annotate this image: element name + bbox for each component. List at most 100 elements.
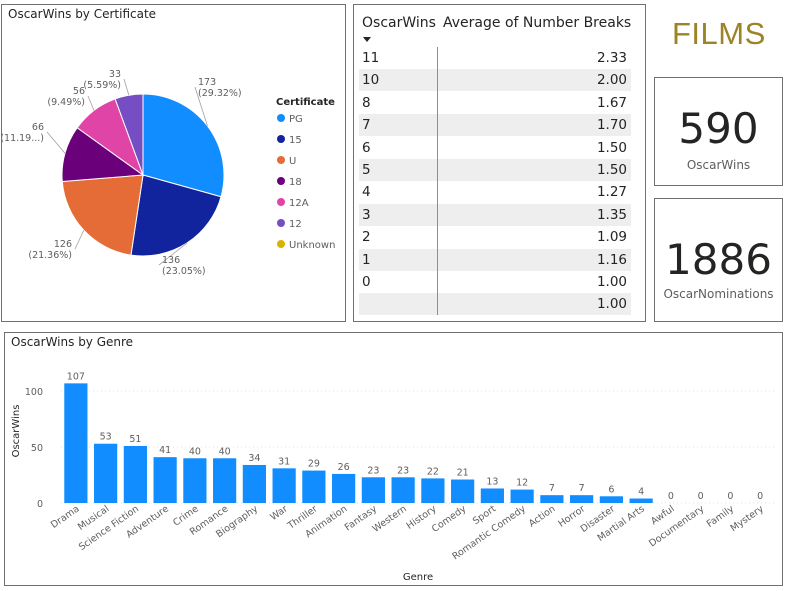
oscar-wins-card: 590 OscarWins: [654, 77, 783, 186]
x-tick-label: Comedy: [430, 503, 469, 535]
table-cell-average-breaks: 1.50: [596, 162, 627, 178]
table-cell-oscarwins: 6: [362, 139, 371, 156]
pie-chart-title: OscarWins by Certificate: [8, 7, 157, 21]
legend-marker[interactable]: [277, 198, 285, 206]
bar-romance[interactable]: [213, 458, 237, 503]
bar-data-label: 21: [457, 468, 469, 479]
pie-value-label: 126: [54, 239, 72, 250]
bar-data-label: 31: [278, 456, 290, 467]
legend-marker[interactable]: [277, 135, 285, 143]
bar-drama[interactable]: [64, 383, 88, 503]
table-cell-oscarwins: 5: [362, 162, 371, 178]
bar-disaster[interactable]: [599, 496, 623, 503]
bar-horror[interactable]: [570, 495, 594, 503]
table-cell-oscarwins: 1: [362, 251, 371, 268]
legend-item-pg[interactable]: PG: [289, 114, 303, 125]
pie-percent-label: (29.32%): [198, 88, 242, 99]
sort-descending-icon[interactable]: [363, 37, 371, 42]
legend-item-18[interactable]: 18: [289, 177, 302, 188]
legend-item-12a[interactable]: 12A: [289, 198, 309, 209]
pie-leader-line: [194, 86, 208, 127]
bar-data-label: 0: [757, 491, 763, 502]
bar-data-label: 0: [668, 491, 674, 502]
bar-data-label: 4: [638, 487, 644, 498]
bar-data-label: 12: [516, 478, 528, 489]
bar-crime[interactable]: [183, 458, 207, 503]
bar-comedy[interactable]: [451, 479, 475, 503]
table-row: 10 2.00: [359, 69, 631, 92]
legend-marker[interactable]: [277, 240, 285, 248]
y-axis-title: OscarWins: [11, 405, 22, 458]
pie-value-label: 33: [109, 69, 121, 80]
legend-marker[interactable]: [277, 219, 285, 227]
bar-martial-arts[interactable]: [629, 498, 653, 503]
pie-percent-label: (11.19...): [2, 133, 44, 144]
table-header-average-breaks[interactable]: Average of Number Breaks: [443, 15, 632, 31]
legend-title: Certificate: [276, 97, 335, 108]
table-row: 6 1.50: [359, 136, 631, 159]
table-cell-oscarwins: 4: [362, 184, 371, 201]
table-row: 1.00: [359, 293, 631, 316]
bar-animation[interactable]: [332, 473, 356, 503]
bar-thriller[interactable]: [302, 470, 326, 503]
table-cell-oscarwins: 3: [362, 206, 371, 223]
pie-slice-u[interactable]: [61, 174, 144, 256]
bar-data-label: 51: [129, 434, 141, 445]
table-cell-oscarwins: 2: [362, 229, 371, 246]
bar-data-label: 29: [308, 459, 320, 470]
table-cell-average-breaks: 1.27: [596, 184, 627, 201]
table-row: 1 1.16: [359, 248, 631, 271]
bar-data-label: 34: [248, 453, 260, 464]
legend-marker[interactable]: [277, 114, 285, 122]
bar-chart-title: OscarWins by Genre: [11, 335, 134, 349]
pie-leader-line: [87, 95, 95, 111]
x-tick-label: Western: [371, 503, 409, 534]
pie-value-label: 136: [162, 255, 180, 266]
legend-item-unknown[interactable]: Unknown: [289, 240, 335, 251]
table-row: 5 1.50: [359, 159, 631, 181]
legend-marker[interactable]: [277, 156, 285, 164]
table-cell-average-breaks: 1.00: [596, 296, 627, 313]
table-row: 2 1.09: [359, 226, 631, 249]
bar-western[interactable]: [391, 477, 415, 503]
table-row: 4 1.27: [359, 181, 631, 204]
bar-action[interactable]: [540, 495, 564, 503]
pie-percent-label: (23.05%): [162, 266, 206, 277]
y-tick-label: 100: [25, 387, 43, 398]
table-cell-average-breaks: 1.35: [596, 206, 627, 223]
table-panel: OscarWins Average of Number Breaks 11 2.3…: [353, 4, 646, 322]
bar-data-label: 7: [579, 483, 585, 494]
table-cell-oscarwins: 8: [362, 94, 371, 111]
bar-sport[interactable]: [480, 488, 504, 503]
pie-leader-line: [123, 78, 130, 96]
bar-data-label: 23: [397, 465, 409, 476]
y-tick-label: 50: [31, 443, 43, 454]
table-header-oscarwins[interactable]: OscarWins: [362, 15, 436, 31]
table-cell-average-breaks: 2.00: [596, 72, 627, 89]
bar-romantic-comedy[interactable]: [510, 489, 534, 503]
table-cell-oscarwins: 11: [362, 50, 380, 66]
oscar-wins-label: OscarWins: [686, 158, 751, 172]
bar-data-label: 40: [189, 446, 201, 457]
bar-adventure[interactable]: [153, 457, 177, 503]
bar-fantasy[interactable]: [361, 477, 385, 503]
legend-marker[interactable]: [277, 177, 285, 185]
bar-chart-panel: 0 50 100 107 Drama 53 Musical 51 Science Fiction…: [4, 332, 783, 586]
x-axis-title: Genre: [403, 572, 433, 583]
bar-war[interactable]: [272, 468, 296, 503]
table-cell-oscarwins: 0: [362, 274, 371, 290]
pie-percent-label: (5.59%): [83, 80, 121, 91]
bar-musical[interactable]: [94, 443, 118, 503]
pie-chart-panel: 173 (29.32%) 136 (23.05%) 126 (21.36%) 66 (11.1…: [1, 4, 346, 322]
legend-item-15[interactable]: 15: [289, 135, 302, 146]
pie-percent-label: (9.49%): [47, 97, 85, 108]
bar-biography[interactable]: [242, 464, 266, 503]
pie-leader-line: [158, 242, 188, 266]
bar-history[interactable]: [421, 478, 445, 503]
pie-slice-15[interactable]: [130, 174, 222, 257]
y-tick-label: 0: [37, 499, 43, 510]
oscar-wins-value: 590: [678, 104, 759, 153]
legend-item-u[interactable]: U: [289, 156, 296, 167]
legend-item-12[interactable]: 12: [289, 219, 302, 230]
bar-science-fiction[interactable]: [123, 445, 147, 503]
